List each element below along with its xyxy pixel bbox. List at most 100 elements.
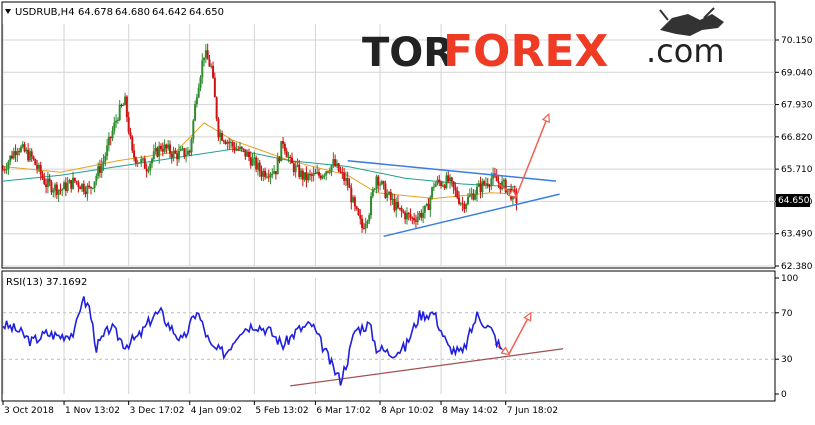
candle xyxy=(314,168,317,175)
candle xyxy=(177,144,180,163)
candle xyxy=(167,140,170,151)
bull-bear-icon xyxy=(659,7,724,36)
candle xyxy=(454,182,457,198)
candle xyxy=(256,157,259,176)
candle xyxy=(143,155,146,169)
candle xyxy=(282,136,285,149)
candle xyxy=(466,193,469,206)
forecast-arrows xyxy=(494,112,551,356)
candle xyxy=(7,159,10,175)
candle xyxy=(441,180,444,188)
candle xyxy=(46,171,49,194)
candle xyxy=(213,72,216,98)
time-tick-label: 8 Apr 10:02 xyxy=(381,406,434,416)
candle xyxy=(170,150,173,164)
candle xyxy=(409,208,412,221)
candle xyxy=(190,137,193,157)
candle xyxy=(461,196,464,212)
candle xyxy=(109,136,112,146)
rsi-tick-label: 0 xyxy=(781,390,787,400)
candle xyxy=(64,177,67,197)
candle xyxy=(25,147,28,154)
candle xyxy=(235,142,238,152)
candle xyxy=(418,211,421,221)
candle xyxy=(357,208,360,216)
candle xyxy=(195,93,198,108)
candle xyxy=(339,166,342,174)
candle xyxy=(208,54,211,67)
candle xyxy=(174,147,177,155)
candle xyxy=(72,171,75,190)
candle xyxy=(242,148,245,153)
candle xyxy=(431,186,434,200)
candle xyxy=(185,147,188,163)
candle xyxy=(285,147,288,158)
candle xyxy=(276,152,279,175)
candle xyxy=(45,178,48,194)
candle xyxy=(5,162,8,175)
candle xyxy=(273,165,276,175)
candle xyxy=(287,151,290,163)
candle xyxy=(43,172,46,186)
candle xyxy=(269,172,272,185)
candle xyxy=(18,148,21,156)
candle xyxy=(440,180,443,189)
moving-averages xyxy=(2,122,517,200)
candle xyxy=(80,183,83,193)
candle xyxy=(98,159,101,178)
candle xyxy=(291,152,294,164)
candle xyxy=(296,158,299,168)
rsi-panel-border xyxy=(1,270,776,402)
candle xyxy=(12,147,15,160)
candle xyxy=(379,181,382,191)
candle xyxy=(362,222,365,230)
candle xyxy=(224,139,227,145)
candle xyxy=(443,183,446,190)
candle xyxy=(149,161,152,176)
candle xyxy=(470,187,473,200)
candle xyxy=(215,96,218,122)
price-panel-border xyxy=(1,1,776,269)
candle xyxy=(206,43,209,60)
candle xyxy=(89,186,92,195)
collapse-triangle-icon[interactable] xyxy=(5,9,11,14)
rsi-tick-label: 100 xyxy=(781,274,798,284)
candle xyxy=(294,161,297,178)
candle xyxy=(253,151,256,166)
candle xyxy=(48,173,51,187)
candle xyxy=(113,116,116,135)
candle xyxy=(136,159,139,167)
candle xyxy=(95,173,98,186)
time-tick-label: 8 May 14:02 xyxy=(442,406,498,416)
trendlines xyxy=(290,159,564,387)
candle xyxy=(61,188,64,197)
candle xyxy=(350,183,353,210)
candle xyxy=(55,181,58,200)
candle xyxy=(292,160,295,176)
candle xyxy=(199,75,202,92)
candle xyxy=(231,140,234,153)
rsi-trendline xyxy=(290,348,564,387)
candle xyxy=(323,173,326,180)
candle xyxy=(262,168,265,182)
candle xyxy=(458,191,461,206)
candle xyxy=(361,214,364,233)
candle xyxy=(129,127,132,140)
candle xyxy=(246,149,249,157)
candle xyxy=(39,161,42,181)
candle xyxy=(465,202,468,213)
candle xyxy=(240,146,243,152)
candle xyxy=(107,132,110,152)
candle xyxy=(27,143,30,163)
candle xyxy=(267,169,270,182)
candle xyxy=(463,201,466,213)
candle xyxy=(222,139,225,145)
candle xyxy=(447,170,450,184)
candle xyxy=(111,126,114,142)
candle xyxy=(389,188,392,206)
candle xyxy=(41,171,44,180)
candle xyxy=(147,166,150,174)
candle xyxy=(420,209,423,221)
candle xyxy=(230,139,233,149)
candle xyxy=(411,216,414,225)
